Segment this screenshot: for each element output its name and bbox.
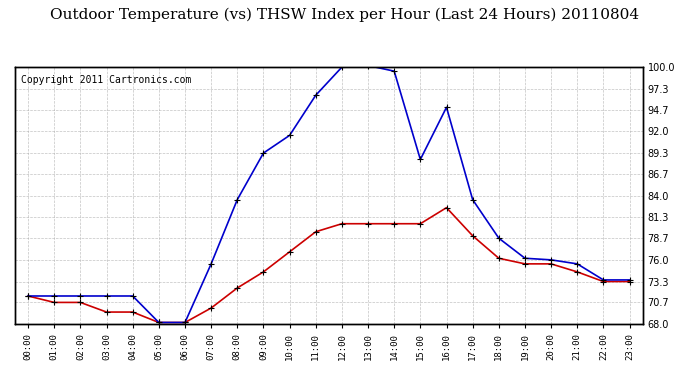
Text: Outdoor Temperature (vs) THSW Index per Hour (Last 24 Hours) 20110804: Outdoor Temperature (vs) THSW Index per …: [50, 8, 640, 22]
Text: Copyright 2011 Cartronics.com: Copyright 2011 Cartronics.com: [21, 75, 192, 85]
